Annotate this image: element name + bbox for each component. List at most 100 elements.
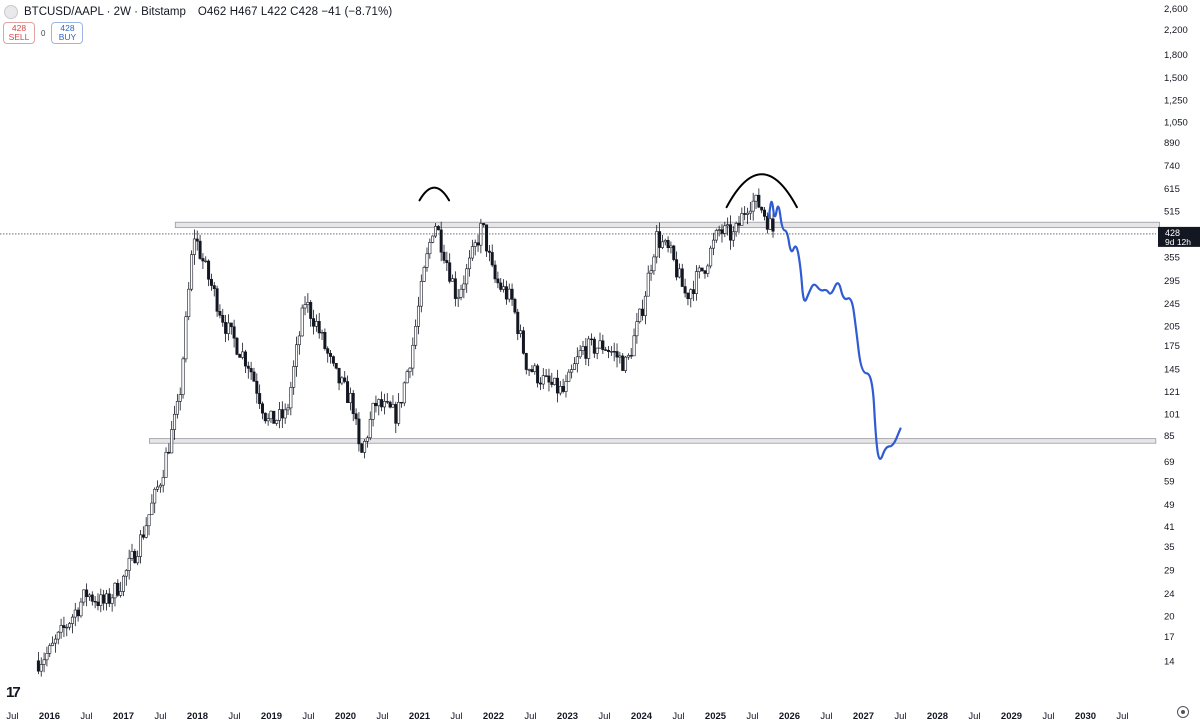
candle — [229, 322, 233, 335]
candle — [609, 346, 613, 357]
y-axis[interactable]: 2,600 2,200 1,800 1,500 1,250 1,050 890 740 615 5… — [1164, 4, 1188, 667]
candle — [436, 225, 440, 231]
candle — [127, 549, 131, 580]
candle — [686, 292, 690, 306]
candle — [572, 357, 576, 371]
candle — [394, 401, 398, 434]
y-tick-label: 14 — [1164, 656, 1175, 667]
candle — [158, 483, 162, 493]
candle — [626, 353, 630, 360]
candle — [343, 371, 347, 384]
candle — [675, 251, 679, 281]
symbol-title[interactable]: BTCUSD/AAPL · 2W · Bitstamp — [24, 6, 186, 18]
support-zone[interactable] — [148, 438, 1157, 444]
candle — [201, 253, 205, 269]
candle — [306, 293, 310, 313]
candle — [283, 403, 287, 424]
settings-gear-icon[interactable] — [1177, 706, 1189, 718]
y-tick-label: 1,050 — [1164, 117, 1188, 128]
candle — [136, 550, 140, 566]
buy-button[interactable]: 428 BUY — [51, 22, 84, 44]
y-tick-label: 890 — [1164, 138, 1180, 149]
candle — [533, 363, 537, 375]
last-price-value: 428 — [1165, 228, 1180, 238]
candle — [357, 412, 361, 452]
candle — [771, 213, 775, 238]
candle — [252, 367, 256, 382]
candle — [595, 347, 599, 360]
candle — [156, 480, 160, 492]
candle — [99, 588, 103, 613]
candle — [331, 355, 335, 367]
candle — [465, 263, 469, 293]
candle — [763, 206, 767, 221]
tradingview-logo-icon[interactable]: 17 — [6, 684, 21, 701]
candle — [496, 271, 500, 289]
candle — [746, 207, 750, 225]
buy-price: 428 — [60, 23, 75, 33]
candle — [82, 589, 86, 606]
x-tick-label: 2021 — [409, 711, 431, 722]
candle — [743, 206, 747, 221]
bar-countdown: 9d 12h — [1165, 237, 1191, 247]
candle — [558, 380, 562, 396]
candle — [397, 393, 401, 427]
candle — [346, 375, 350, 403]
candle — [510, 283, 514, 306]
top-arc-1[interactable] — [418, 186, 451, 202]
candle — [428, 238, 432, 259]
resistance-zone[interactable] — [174, 221, 1160, 229]
candle — [124, 569, 128, 586]
zone-layer — [148, 221, 1160, 444]
candle — [550, 372, 554, 388]
projection-path[interactable] — [767, 200, 902, 460]
top-arc-2[interactable] — [725, 173, 798, 209]
candle — [711, 232, 715, 256]
candle — [119, 581, 123, 598]
candle — [416, 296, 420, 335]
chart-header: BTCUSD/AAPL · 2W · Bitstamp O462 H467 L4… — [4, 4, 392, 20]
candle — [451, 274, 455, 282]
candle — [462, 275, 466, 299]
candle — [215, 285, 219, 317]
candle — [295, 336, 299, 377]
candle — [541, 368, 545, 390]
candle — [584, 338, 588, 366]
y-tick-label: 41 — [1164, 522, 1175, 533]
candle — [422, 265, 426, 283]
candle — [618, 351, 622, 364]
y-tick-label: 145 — [1164, 364, 1180, 375]
candle — [448, 253, 452, 284]
x-tick-label: Jul — [524, 711, 536, 722]
y-tick-label: 1,250 — [1164, 96, 1188, 107]
candle — [249, 361, 253, 380]
candle — [121, 574, 125, 597]
candle — [621, 353, 625, 371]
candle — [717, 225, 721, 237]
candle — [104, 589, 108, 611]
candle — [85, 583, 89, 607]
candle — [73, 602, 77, 627]
candle — [207, 259, 211, 287]
x-tick-label: Jul — [228, 711, 240, 722]
y-tick-label: 69 — [1164, 457, 1175, 468]
candle — [150, 494, 154, 516]
candle — [218, 304, 222, 319]
candle — [255, 373, 259, 404]
candle — [433, 223, 437, 239]
candle — [116, 579, 120, 597]
candle — [65, 623, 69, 637]
candle — [277, 401, 281, 429]
x-tick-label: Jul — [1116, 711, 1128, 722]
candle — [280, 401, 284, 429]
candle — [555, 369, 559, 403]
candle — [590, 333, 594, 346]
x-tick-label: 2019 — [261, 711, 282, 722]
x-axis[interactable]: Jul 2016 Jul 2017 Jul 2018 Jul 2019 Jul 2020 Jul 20… — [6, 711, 1128, 722]
x-tick-label: Jul — [154, 711, 166, 722]
sell-button[interactable]: 428 SELL — [3, 22, 35, 44]
candle — [757, 188, 761, 209]
candle — [374, 395, 378, 413]
y-tick-label: 35 — [1164, 542, 1175, 553]
